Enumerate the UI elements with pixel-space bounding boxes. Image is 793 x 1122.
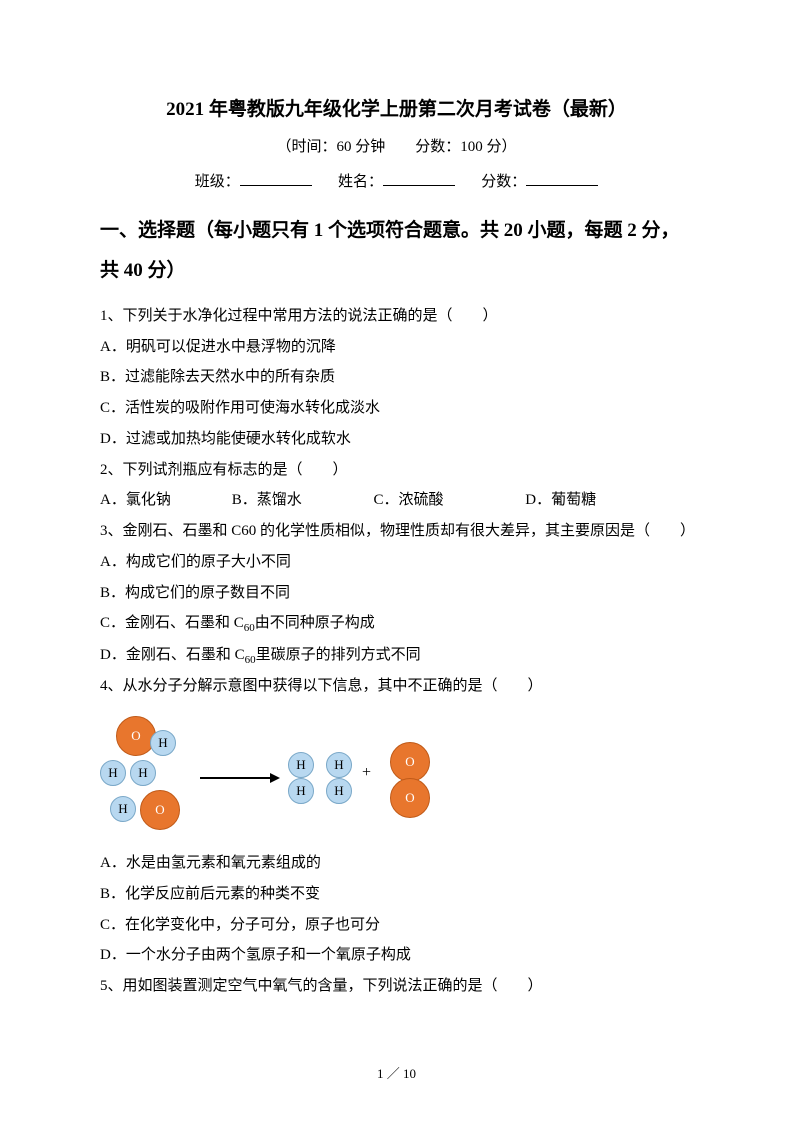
hydrogen-atom-icon: H (130, 760, 156, 786)
q3-d-sub: 60 (245, 654, 256, 666)
hydrogen-atom-icon: H (288, 752, 314, 778)
q4-stem: 4、从水分子分解示意图中获得以下信息，其中不正确的是（ ） (100, 671, 693, 702)
oxygen-atom-icon: O (140, 790, 180, 830)
q5-stem: 5、用如图装置测定空气中氧气的含量，下列说法正确的是（ ） (100, 971, 693, 1002)
page-subtitle: （时间：60 分钟 分数：100 分） (100, 135, 693, 156)
hydrogen-atom-icon: H (326, 778, 352, 804)
q2-option-b: B．蒸馏水 (232, 485, 370, 516)
q2-option-d: D．葡萄糖 (525, 485, 596, 516)
q2-options: A．氯化钠 B．蒸馏水 C．浓硫酸 D．葡萄糖 (100, 485, 693, 516)
q3-d-pre: D．金刚石、石墨和 C (100, 647, 245, 663)
q1-option-a: A．明矾可以促进水中悬浮物的沉降 (100, 332, 693, 363)
oxygen-atom-icon: O (116, 716, 156, 756)
class-label: 班级： (195, 174, 240, 190)
q2-option-c: C．浓硫酸 (374, 485, 522, 516)
q4-option-a: A．水是由氢元素和氧元素组成的 (100, 848, 693, 879)
q4-option-b: B．化学反应前后元素的种类不变 (100, 879, 693, 910)
plus-icon: + (362, 764, 371, 782)
q1-option-d: D．过滤或加热均能使硬水转化成软水 (100, 424, 693, 455)
q4-option-c: C．在化学变化中，分子可分，原子也可分 (100, 910, 693, 941)
score-blank[interactable] (526, 172, 598, 186)
hydrogen-atom-icon: H (288, 778, 314, 804)
oxygen-atom-icon: O (390, 778, 430, 818)
q1-option-b: B．过滤能除去天然水中的所有杂质 (100, 362, 693, 393)
section-1-heading: 一、选择题（每小题只有 1 个选项符合题意。共 20 小题，每题 2 分，共 4… (100, 211, 693, 291)
q3-option-d: D．金刚石、石墨和 C60里碳原子的排列方式不同 (100, 640, 693, 672)
arrow-icon (200, 768, 282, 788)
name-blank[interactable] (383, 172, 455, 186)
q2-stem: 2、下列试剂瓶应有标志的是（ ） (100, 455, 693, 486)
page-title: 2021 年粤教版九年级化学上册第二次月考试卷（最新） (100, 94, 693, 121)
class-blank[interactable] (240, 172, 312, 186)
q3-option-a: A．构成它们的原子大小不同 (100, 547, 693, 578)
q3-option-b: B．构成它们的原子数目不同 (100, 578, 693, 609)
hydrogen-atom-icon: H (150, 730, 176, 756)
hydrogen-atom-icon: H (326, 752, 352, 778)
q3-c-sub: 60 (244, 622, 255, 634)
q1-option-c: C．活性炭的吸附作用可使海水转化成淡水 (100, 393, 693, 424)
oxygen-atom-icon: O (390, 742, 430, 782)
q3-c-post: 由不同种原子构成 (255, 615, 375, 631)
q3-option-c: C．金刚石、石墨和 C60由不同种原子构成 (100, 608, 693, 640)
q4-option-d: D．一个水分子由两个氢原子和一个氧原子构成 (100, 940, 693, 971)
q3-c-pre: C．金刚石、石墨和 C (100, 615, 244, 631)
page-number: 1 ／ 10 (0, 1063, 793, 1082)
water-decomposition-diagram: OHHHHOHHHHOO+ (100, 712, 693, 842)
q3-stem: 3、金刚石、石墨和 C60 的化学性质相似，物理性质却有很大差异，其主要原因是（… (100, 516, 693, 547)
q1-stem: 1、下列关于水净化过程中常用方法的说法正确的是（ ） (100, 301, 693, 332)
q3-d-post: 里碳原子的排列方式不同 (256, 647, 421, 663)
name-label: 姓名： (338, 174, 383, 190)
q2-option-a: A．氯化钠 (100, 485, 228, 516)
info-row: 班级： 姓名： 分数： (100, 170, 693, 191)
score-label: 分数： (481, 174, 526, 190)
hydrogen-atom-icon: H (100, 760, 126, 786)
hydrogen-atom-icon: H (110, 796, 136, 822)
